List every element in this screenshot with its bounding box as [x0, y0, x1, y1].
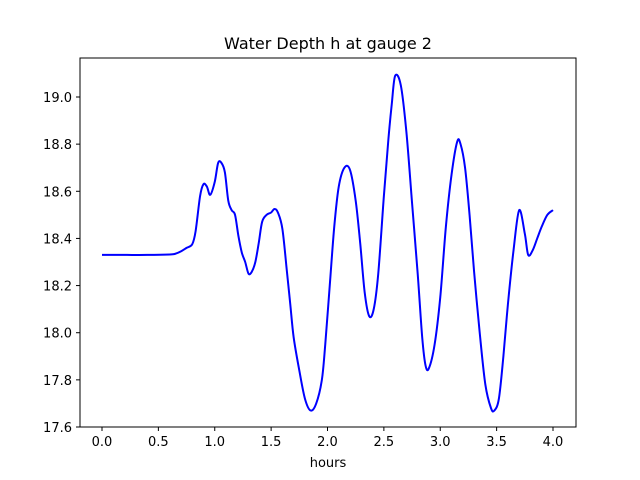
x-tick-label: 1.5 — [261, 435, 282, 450]
y-tick-label: 18.8 — [43, 138, 72, 153]
y-tick-label: 18.4 — [43, 232, 72, 247]
y-tick-label: 19.0 — [43, 91, 72, 106]
y-tick-label: 18.2 — [43, 280, 72, 295]
x-tick-label: 1.0 — [204, 435, 225, 450]
series-layer — [102, 73, 554, 413]
y-tick-label: 17.6 — [43, 421, 72, 436]
y-axis: 17.6 17.8 18.0 18.2 18.4 18.6 18.8 19.0 — [43, 91, 80, 436]
series-line — [102, 73, 554, 413]
y-tick-label: 18.0 — [43, 327, 72, 342]
x-tick-label: 2.5 — [374, 435, 395, 450]
x-tick-label: 0.0 — [92, 435, 113, 450]
x-tick-label: 4.0 — [543, 435, 564, 450]
y-tick-label: 18.6 — [43, 185, 72, 200]
chart-title: Water Depth h at gauge 2 — [224, 34, 432, 53]
x-axis: 0.0 0.5 1.0 1.5 2.0 2.5 3.0 3.5 4.0 — [92, 427, 564, 450]
x-tick-label: 3.0 — [430, 435, 451, 450]
y-tick-label: 17.8 — [43, 374, 72, 389]
x-axis-label: hours — [310, 456, 347, 471]
x-tick-label: 0.5 — [148, 435, 169, 450]
x-tick-label: 3.5 — [486, 435, 507, 450]
x-tick-label: 2.0 — [317, 435, 338, 450]
